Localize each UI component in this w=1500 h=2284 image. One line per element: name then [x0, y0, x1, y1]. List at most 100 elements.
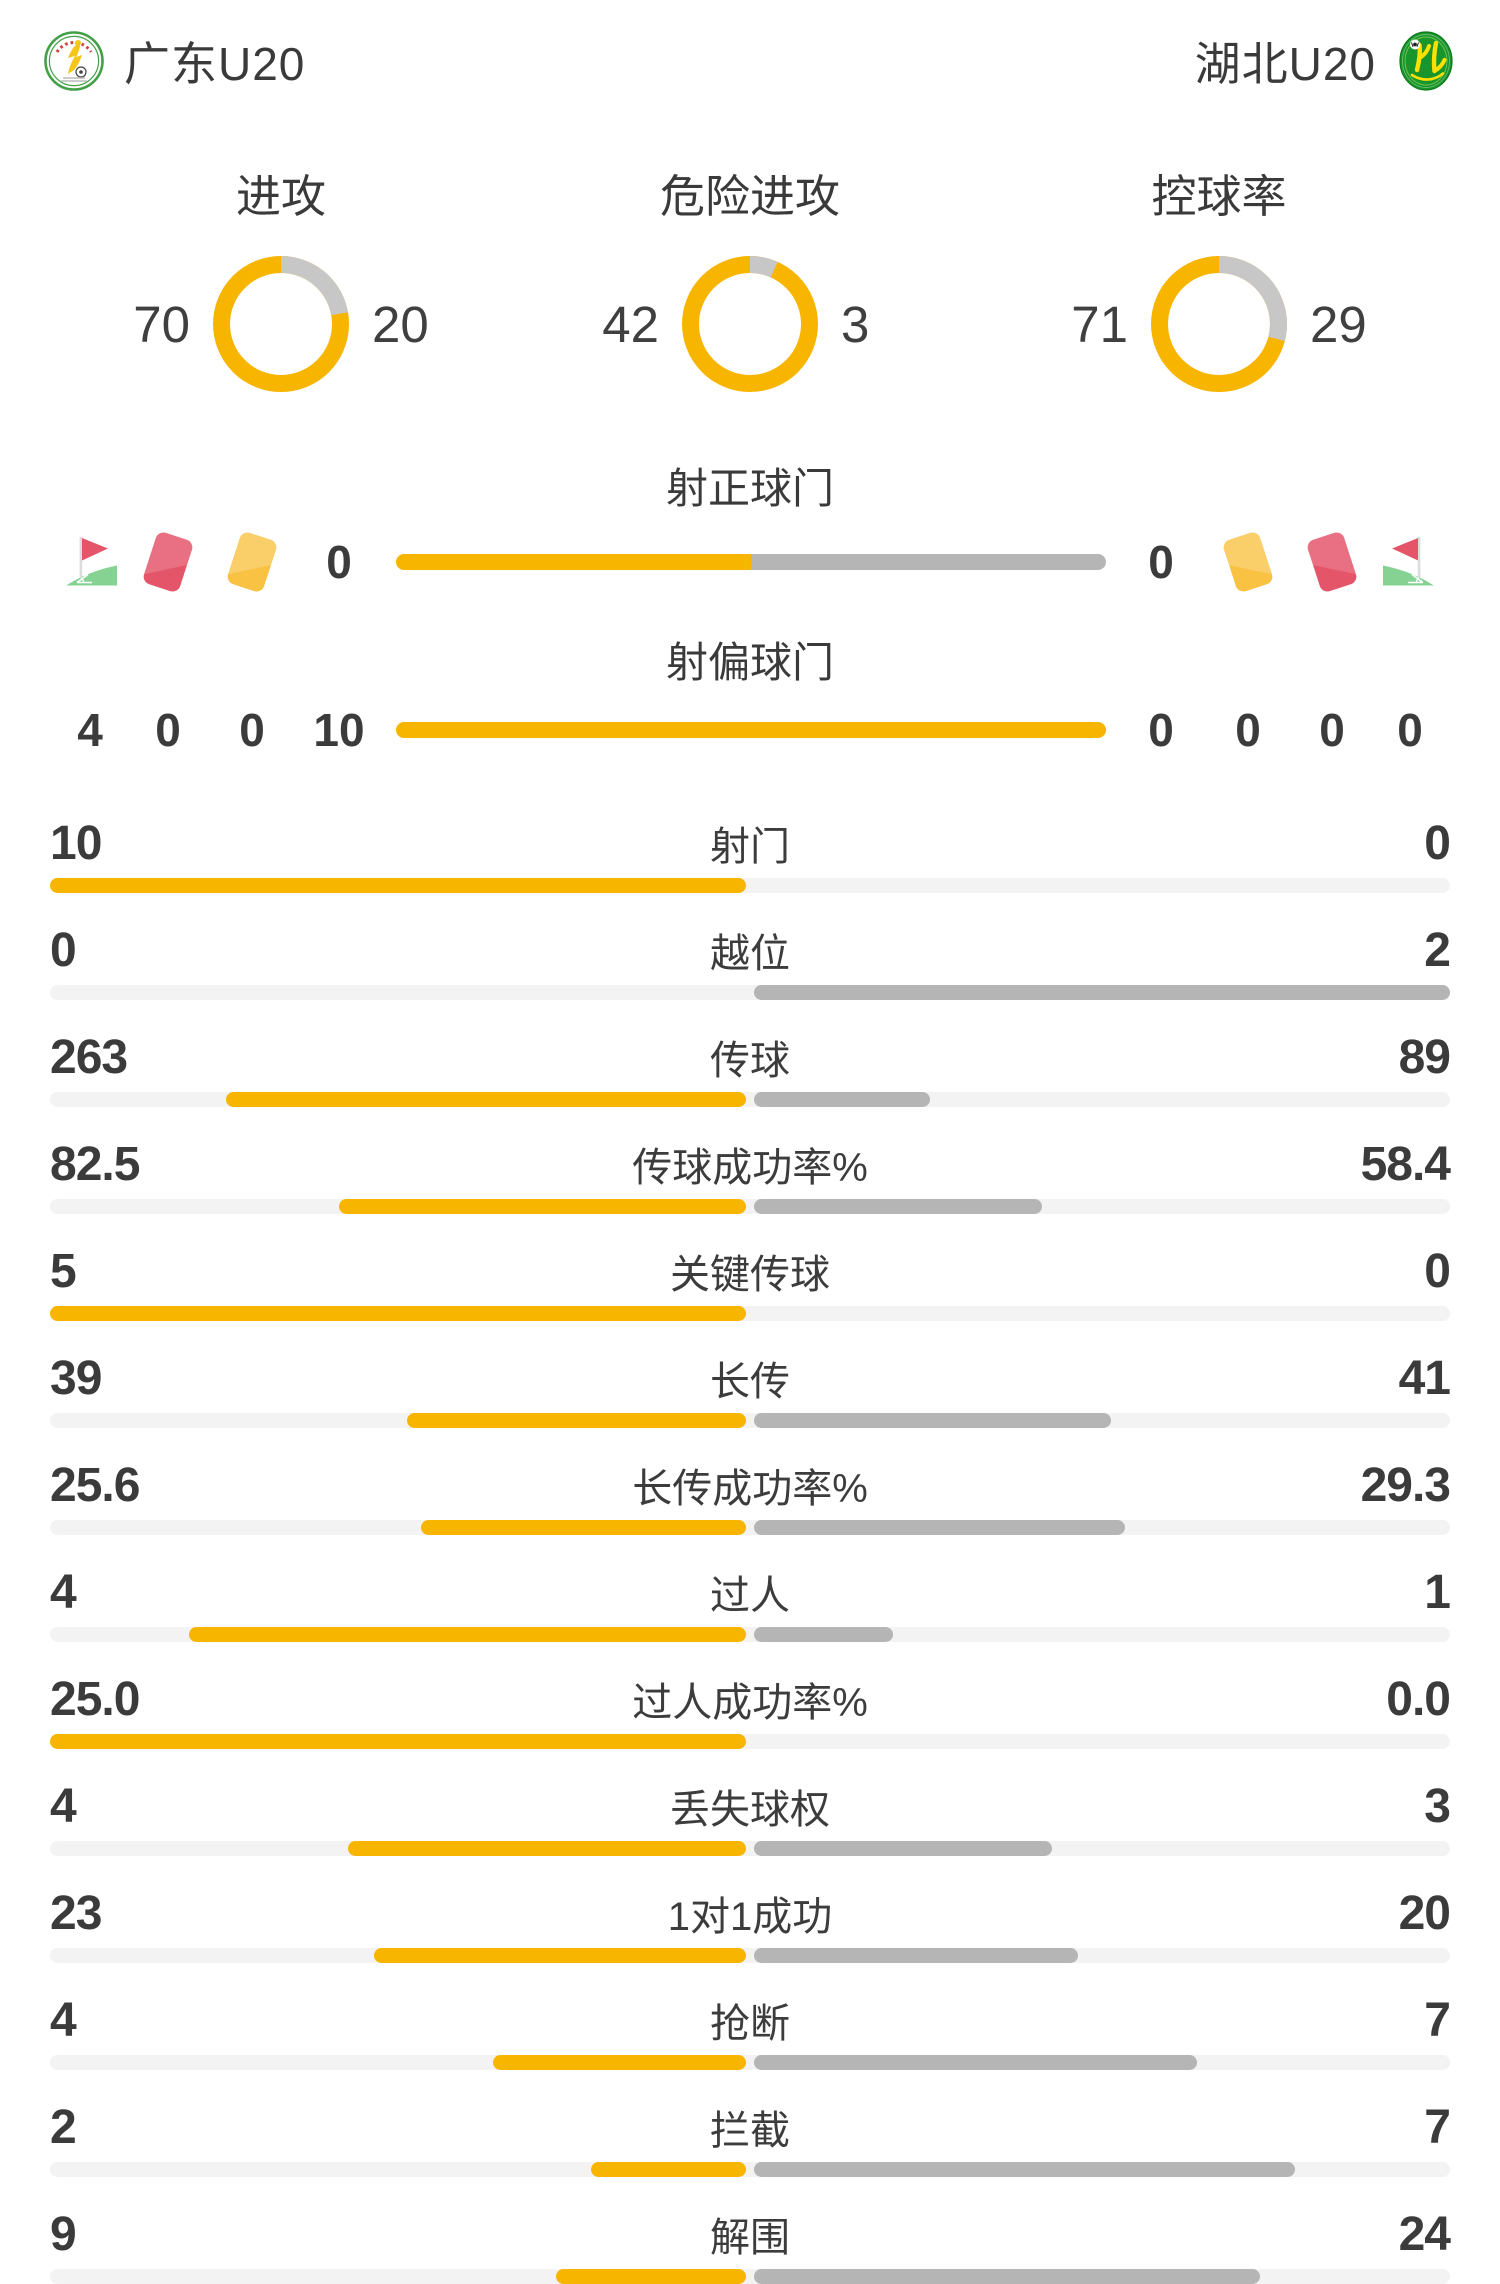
stat-bar-track — [50, 1199, 1450, 1214]
stat-bar-home-fill — [373, 1948, 746, 1963]
shots-on-target-home: 0 — [326, 536, 352, 588]
stat-label: 关键传球 — [670, 1253, 830, 1297]
stat-away-value: 0.0 — [1386, 1672, 1451, 1726]
home-red-cards-count: 0 — [155, 704, 181, 756]
stat-bar — [50, 1092, 1450, 1107]
stat-away-value: 1 — [1424, 1565, 1451, 1619]
stat-away-value: 7 — [1424, 1993, 1451, 2047]
donut-away-value: 29 — [1310, 295, 1367, 353]
away-team: 湖北U20 — [1195, 28, 1456, 94]
home-corners-count: 4 — [77, 704, 103, 756]
stat-label: 过人成功率% — [632, 1681, 868, 1725]
away-yellow-cards-count: 0 — [1235, 704, 1261, 756]
stat-home-value: 2 — [50, 2100, 77, 2154]
corner-flag-icon — [1381, 533, 1439, 591]
stat-away-value: 20 — [1398, 1886, 1451, 1940]
stat-away-value: 3 — [1424, 1779, 1451, 1833]
stat-bar-home-fill — [492, 2055, 746, 2070]
stat-away-value: 89 — [1398, 1030, 1451, 1084]
stat-bar-away-fill — [754, 1092, 930, 1107]
stat-head: 5 关键传球 0 — [50, 1243, 1451, 1299]
home-team: 广东U20 — [44, 28, 305, 94]
shots-on-target-label: 射正球门 — [665, 465, 835, 512]
donut-label: 危险进攻 — [659, 171, 840, 222]
shots-off-target-away: 0 — [1148, 704, 1174, 756]
stat-bar — [50, 1306, 1450, 1321]
stat-row: 0 越位 2 — [50, 922, 1451, 1000]
stat-away-value: 7 — [1424, 2100, 1451, 2154]
stat-row: 25.6 长传成功率% 29.3 — [50, 1457, 1451, 1535]
stat-row: 4 过人 1 — [50, 1564, 1451, 1642]
stat-row: 23 1对1成功 20 — [50, 1885, 1451, 1963]
shots-section: 射正球门 — [0, 455, 1500, 757]
donut-2: 危险进攻 42 3 — [585, 160, 915, 393]
yellow-card-icon — [227, 529, 279, 595]
donut-row: 42 3 — [585, 255, 915, 393]
stat-bar-home-fill — [338, 1199, 746, 1214]
stat-bar — [50, 1413, 1450, 1428]
stat-head: 263 传球 89 — [50, 1029, 1451, 1085]
stat-away-value: 0 — [1424, 1244, 1451, 1298]
donut-home-value: 71 — [1071, 295, 1128, 353]
stat-bar-away-fill — [754, 2269, 1261, 2284]
shots-on-target-away: 0 — [1148, 536, 1174, 588]
stat-home-value: 4 — [50, 1993, 77, 2047]
stat-label: 传球成功率% — [632, 1146, 868, 1190]
stat-row: 39 长传 41 — [50, 1350, 1451, 1428]
stat-row: 82.5 传球成功率% 58.4 — [50, 1136, 1451, 1214]
stat-bar-home-fill — [50, 1306, 746, 1321]
stat-label: 过人 — [710, 1574, 790, 1618]
stat-home-value: 263 — [50, 1030, 128, 1084]
shots-off-target-bar — [396, 722, 1106, 738]
stat-label: 丢失球权 — [670, 1788, 830, 1832]
donut-away-value: 20 — [372, 295, 429, 353]
stat-head: 0 越位 2 — [50, 922, 1451, 978]
stat-head: 4 丢失球权 3 — [50, 1778, 1451, 1834]
stat-label: 传球 — [710, 1039, 790, 1083]
stat-label: 解围 — [710, 2216, 790, 2260]
stat-bar-track — [50, 1413, 1450, 1428]
stat-head: 4 抢断 7 — [50, 1992, 1451, 2048]
home-team-name: 广东U20 — [124, 38, 306, 90]
stat-bar-track — [50, 2055, 1450, 2070]
donut-away-value: 3 — [841, 295, 870, 353]
donut-section: 进攻 70 20 危险进攻 42 3 控球率 71 29 — [0, 160, 1500, 393]
stat-bar — [50, 1734, 1450, 1749]
stat-away-value: 41 — [1398, 1351, 1451, 1405]
donut-chart — [213, 256, 349, 392]
stat-bar-home-fill — [50, 878, 746, 893]
stat-row: 4 抢断 7 — [50, 1992, 1451, 2070]
stats-list: 10 射门 0 0 越位 2 263 传球 89 82.5 传球成功率% 58.4 5 关键传球 0 39 长传… — [0, 815, 1500, 2284]
stat-away-value: 24 — [1398, 2207, 1451, 2261]
donut-chart — [682, 256, 818, 392]
stat-bar — [50, 878, 1450, 893]
stat-label: 射门 — [710, 825, 790, 869]
stat-bar — [50, 2269, 1450, 2284]
away-corners-count: 0 — [1397, 704, 1423, 756]
donut-3: 控球率 71 29 — [1054, 160, 1384, 393]
stat-head: 25.0 过人成功率% 0.0 — [50, 1671, 1451, 1727]
stat-bar-home-fill — [225, 1092, 746, 1107]
stat-bar-away-fill — [754, 1841, 1053, 1856]
corner-flag-icon — [61, 533, 119, 591]
stat-bar — [50, 2055, 1450, 2070]
stat-bar — [50, 1948, 1450, 1963]
stat-label: 1对1成功 — [667, 1895, 833, 1939]
stat-head: 4 过人 1 — [50, 1564, 1451, 1620]
donut-row: 71 29 — [1054, 255, 1384, 393]
guangdong-crest-logo — [44, 31, 104, 91]
stat-bar-away-fill — [754, 1413, 1111, 1428]
stat-bar-away-fill — [754, 2162, 1296, 2177]
stat-bar-away-fill — [754, 1948, 1078, 1963]
stat-home-value: 0 — [50, 923, 77, 977]
donut-row: 70 20 — [116, 255, 446, 393]
stat-bar — [50, 1627, 1450, 1642]
header: 广东U20 湖北U20 — [0, 0, 1500, 94]
donut-home-value: 42 — [602, 295, 659, 353]
shots-on-target-bar — [396, 554, 1106, 570]
donut-label: 进攻 — [235, 171, 326, 222]
stat-bar — [50, 1520, 1450, 1535]
stat-head: 39 长传 41 — [50, 1350, 1451, 1406]
stat-bar-home-fill — [348, 1841, 746, 1856]
